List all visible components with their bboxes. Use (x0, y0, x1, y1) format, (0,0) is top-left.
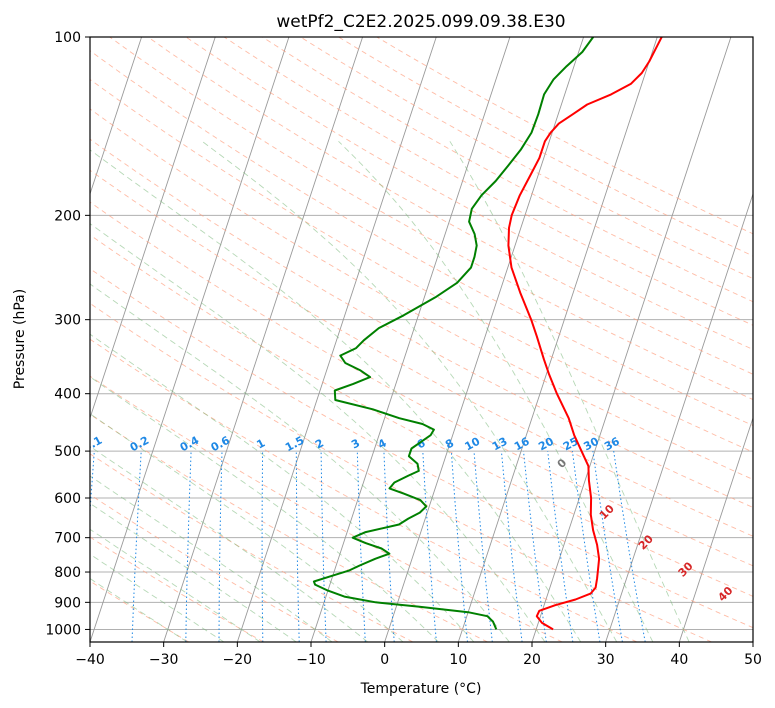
moist-adiabat-line (90, 223, 546, 642)
x-axis-label: Temperature (°C) (360, 681, 482, 697)
moist-adiabat-line (201, 140, 618, 642)
isotherm-line (90, 37, 216, 420)
y-axis-label: Pressure (hPa) (12, 289, 28, 389)
moist-adiabat-line (90, 333, 475, 642)
x-tick-label: −20 (223, 652, 253, 668)
dry-adiabat-line (90, 302, 712, 642)
isotherm-line (457, 37, 658, 642)
dry-adiabat-line (262, 37, 753, 303)
dry-adiabat-line (90, 138, 753, 508)
isotherm-line (90, 37, 290, 642)
dry-adiabat-line (90, 50, 753, 426)
isotherm-line (90, 37, 143, 196)
x-tick-label: 0 (380, 652, 389, 668)
mixing-ratio-line (383, 451, 395, 642)
mixing-ratio-line (571, 451, 601, 642)
y-tick-label: 100 (54, 30, 81, 46)
dry-adiabat-line (90, 169, 753, 537)
x-tick-label: 50 (744, 652, 762, 668)
y-tick-label: 200 (54, 208, 81, 224)
mixing-ratio-line (613, 451, 646, 642)
isotherm-line (163, 37, 364, 642)
dry-adiabat-line (147, 37, 753, 375)
dry-adiabat-line (90, 268, 753, 629)
dry-adiabat-line (223, 37, 753, 326)
y-tick-label: 300 (54, 313, 81, 329)
mixing-ratio-line (261, 451, 264, 642)
temperature-profile-line (507, 37, 663, 631)
moist-adiabat-line (90, 445, 368, 642)
dry-adiabat-line (90, 494, 339, 642)
mixing-ratio-label: 13 (490, 435, 510, 454)
moist-adiabat-line (90, 528, 261, 642)
x-tick-label: 10 (449, 652, 467, 668)
y-tick-label: 600 (54, 491, 81, 507)
mixing-ratio-line (547, 451, 574, 642)
mixing-ratio-line (473, 451, 493, 642)
isotherm-line (605, 192, 753, 642)
mixing-ratio-line (185, 451, 192, 642)
x-tick-label: 30 (597, 652, 615, 668)
y-tick-label: 1000 (45, 622, 81, 638)
x-tick-label: 40 (670, 652, 688, 668)
mixing-ratio-label: 10 (463, 435, 483, 454)
mixing-ratio-line (320, 451, 327, 642)
isotherm-line (236, 37, 437, 642)
dry-adiabat-line (376, 37, 753, 235)
mixing-ratio-label: 36 (602, 435, 622, 454)
moist-adiabat-line (90, 283, 510, 642)
y-tick-label: 800 (54, 565, 81, 581)
mixing-ratio-label: 30 (581, 435, 601, 454)
y-tick-label: 900 (54, 595, 81, 611)
moist-adiabat-line (90, 149, 582, 642)
y-tick-label: 700 (54, 531, 81, 547)
chart-title: wetPf2_C2E2.2025.099.09.38.E30 (276, 12, 565, 32)
mixing-ratio-line (131, 451, 142, 642)
dry-adiabat-line (338, 37, 753, 257)
moist-adiabat-line (90, 578, 188, 642)
mixing-ratio-line (90, 451, 95, 519)
mixing-ratio-line (450, 451, 468, 642)
plot-frame (89, 36, 754, 643)
moist-adiabat-line (90, 413, 404, 642)
x-tick-label: −40 (75, 652, 105, 668)
dry-adiabat-line (90, 108, 753, 480)
moist-adiabat-line (338, 140, 654, 642)
mixing-ratio-line (356, 451, 366, 642)
isotherm-line (531, 37, 732, 642)
x-tick-label: −10 (296, 652, 326, 668)
moist-adiabat-line (90, 376, 439, 642)
dry-adiabat-line (185, 37, 753, 350)
mixing-ratio-line (592, 451, 623, 642)
dewpoint-profile-line (312, 37, 595, 630)
moist-adiabat-line (90, 553, 225, 642)
y-tick-label: 500 (54, 444, 81, 460)
isotherm-line (384, 37, 585, 642)
x-tick-label: 20 (523, 652, 541, 668)
dry-adiabat-line (109, 37, 753, 401)
mixing-ratio-line (295, 451, 300, 642)
mixing-ratio-label: 16 (512, 435, 532, 454)
y-tick-label: 400 (54, 387, 81, 403)
mixing-ratio-line (500, 451, 523, 642)
x-tick-label: −30 (149, 652, 179, 668)
isotherm-line (678, 416, 753, 642)
moist-adiabat-line (90, 475, 333, 642)
mixing-ratio-label: 20 (536, 435, 556, 454)
mixing-ratio-line (218, 451, 223, 642)
moist-adiabat-line (449, 141, 690, 642)
dry-adiabat-line (90, 78, 753, 453)
